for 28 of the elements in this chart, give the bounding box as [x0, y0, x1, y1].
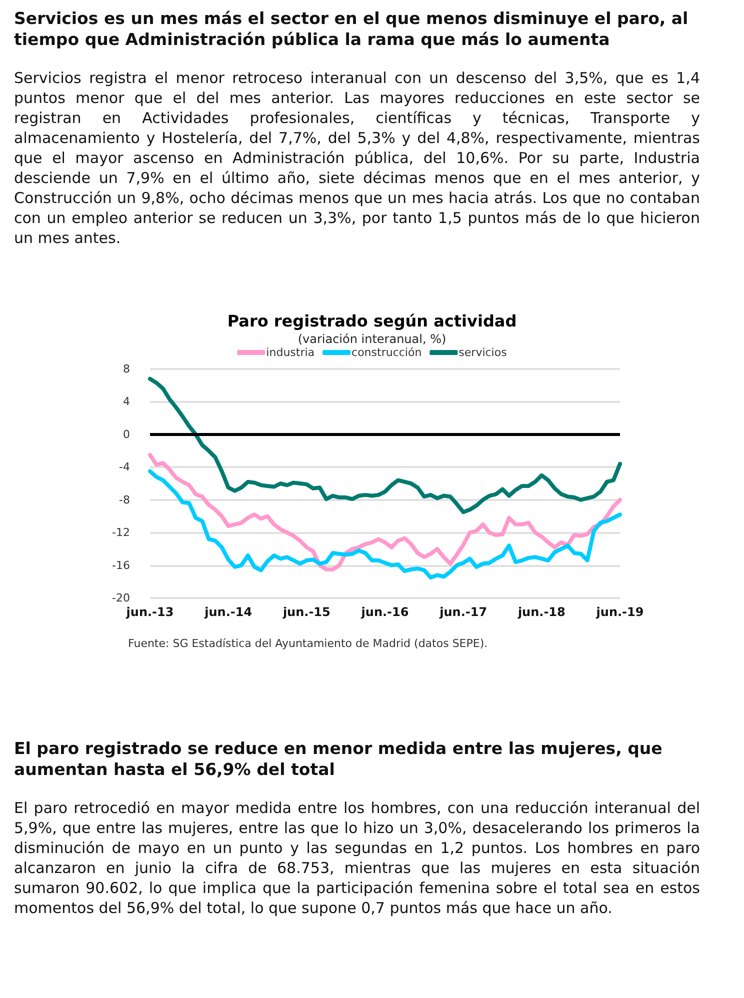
x-tick-label: jun.-16 — [360, 605, 409, 619]
line-series — [148, 469, 622, 580]
x-tick-label: jun.-15 — [282, 605, 330, 619]
x-tick-label: jun.-17 — [438, 605, 488, 619]
x-tick-label: jun.-14 — [204, 605, 252, 619]
chart-subtitle: (variación interanual, %) — [298, 332, 446, 346]
y-tick-label: -4 — [119, 460, 130, 474]
legend-label: servicios — [458, 346, 508, 359]
y-tick-label: 4 — [123, 395, 130, 408]
x-tick-label: jun.-18 — [516, 605, 566, 619]
line-series — [148, 376, 622, 514]
y-tick-label: -20 — [112, 592, 130, 604]
x-tick-label: jun.-13 — [125, 605, 174, 619]
y-tick-label: -16 — [112, 558, 130, 572]
y-tick-label: 0 — [123, 428, 130, 441]
y-tick-label: -8 — [119, 493, 130, 506]
text: El paro registrado se reduce en menor medida entre las mujeres, que aumentan hasta el 56,9% del total — [14, 738, 664, 780]
y-tick-label: -12 — [112, 526, 130, 540]
y-tick-label: 8 — [123, 362, 130, 376]
chart-title: Paro registrado según actividad — [227, 312, 517, 330]
x-tick-label: jun.-19 — [595, 605, 644, 619]
legend-label: industria — [266, 346, 315, 359]
text: Servicios registra el menor retroceso interanual con un descenso del 3,5%, que es 1,4 puntos menor que el del mes anterior. Las mayores reducciones en este sector se registran en Actividades profesionales, científicas y técnicas, Transporte y almacenamiento y Hostelería, del 7,7%, del 5,3% y del 4,8%, respectivamente, mientras que el mayor ascenso en Administración pública, del 10,6%. Por su parte, Industria desciende un 7,9% en el último año, siete décimas menos que en el mes anterior, y Construcción un 9,8%, ocho décimas menos que un mes hacia atrás. Los que no contaban con un empleo anterior se reducen un 3,3%, por tanto 1,5 puntos más de lo que hicieron un mes antes. — [14, 69, 700, 247]
text: El paro retrocedió en mayor medida entre los hombres, con una reducción interanual del 5,9%, que entre las mujeres, entre las que lo hizo un 3,0%, desacelerando los primeros la disminución de mayo en un punto y las segundas en 1,2 puntos. Los hombres en paro alcanzaron en junio la cifra de 68.753, mientras que las mujeres en esta situación sumaron 90.602, lo que implica que la participación femenina sobre el total sea en estos momentos del 56,9% del total, lo que supone 0,7 puntos más que hace un año. — [14, 798, 700, 918]
legend-label: construcción — [352, 346, 422, 359]
line-series — [148, 452, 622, 572]
text: Servicios es un mes más el sector en el que menos disminuye el paro, al tiempo que Administración pública la rama que más lo aumenta — [14, 8, 690, 50]
source-note: Fuente: SG Estadística del Ayuntamiento de Madrid (datos SEPE). — [128, 637, 489, 650]
